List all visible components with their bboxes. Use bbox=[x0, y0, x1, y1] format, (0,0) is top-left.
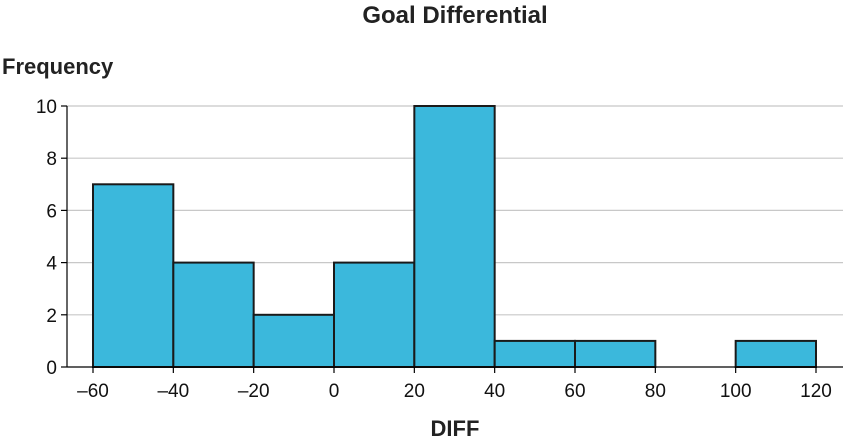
x-tick-label: –40 bbox=[157, 381, 189, 402]
x-tick-label: 100 bbox=[720, 381, 752, 402]
histogram-bar bbox=[493, 339, 576, 368]
x-tick-label: 0 bbox=[329, 381, 340, 402]
y-tick-label: 6 bbox=[46, 201, 57, 222]
y-tick-label: 10 bbox=[36, 97, 57, 118]
chart-title: Goal Differential bbox=[362, 2, 547, 29]
y-tick-label: 8 bbox=[46, 149, 57, 170]
histogram-bar bbox=[333, 261, 416, 369]
x-axis-label: DIFF bbox=[431, 416, 480, 441]
x-tick-labels: –60 –40 –20 0 20 40 60 80 100 120 bbox=[77, 381, 832, 402]
x-tick-label: 20 bbox=[404, 381, 425, 402]
histogram-bar bbox=[172, 261, 255, 369]
x-tick-label: –20 bbox=[238, 381, 270, 402]
y-tick-label: 4 bbox=[46, 254, 57, 275]
histogram-bar bbox=[252, 313, 336, 368]
x-tick-label: 40 bbox=[484, 381, 505, 402]
bars bbox=[92, 105, 818, 369]
histogram-bar bbox=[574, 339, 657, 368]
x-tick-label: 120 bbox=[800, 381, 832, 402]
histogram-bar bbox=[734, 339, 818, 368]
histogram-bar bbox=[92, 183, 175, 368]
histogram-bar bbox=[413, 105, 496, 368]
y-tick-labels: 0 2 4 6 8 10 bbox=[36, 97, 58, 379]
x-tick-label: –60 bbox=[77, 381, 109, 402]
y-axis-label: Frequency bbox=[2, 54, 114, 79]
x-tick-label: 80 bbox=[645, 381, 666, 402]
x-tick-label: 60 bbox=[564, 381, 585, 402]
axes bbox=[61, 105, 843, 373]
y-tick-label: 2 bbox=[46, 306, 57, 327]
y-tick-label: 0 bbox=[46, 358, 57, 379]
